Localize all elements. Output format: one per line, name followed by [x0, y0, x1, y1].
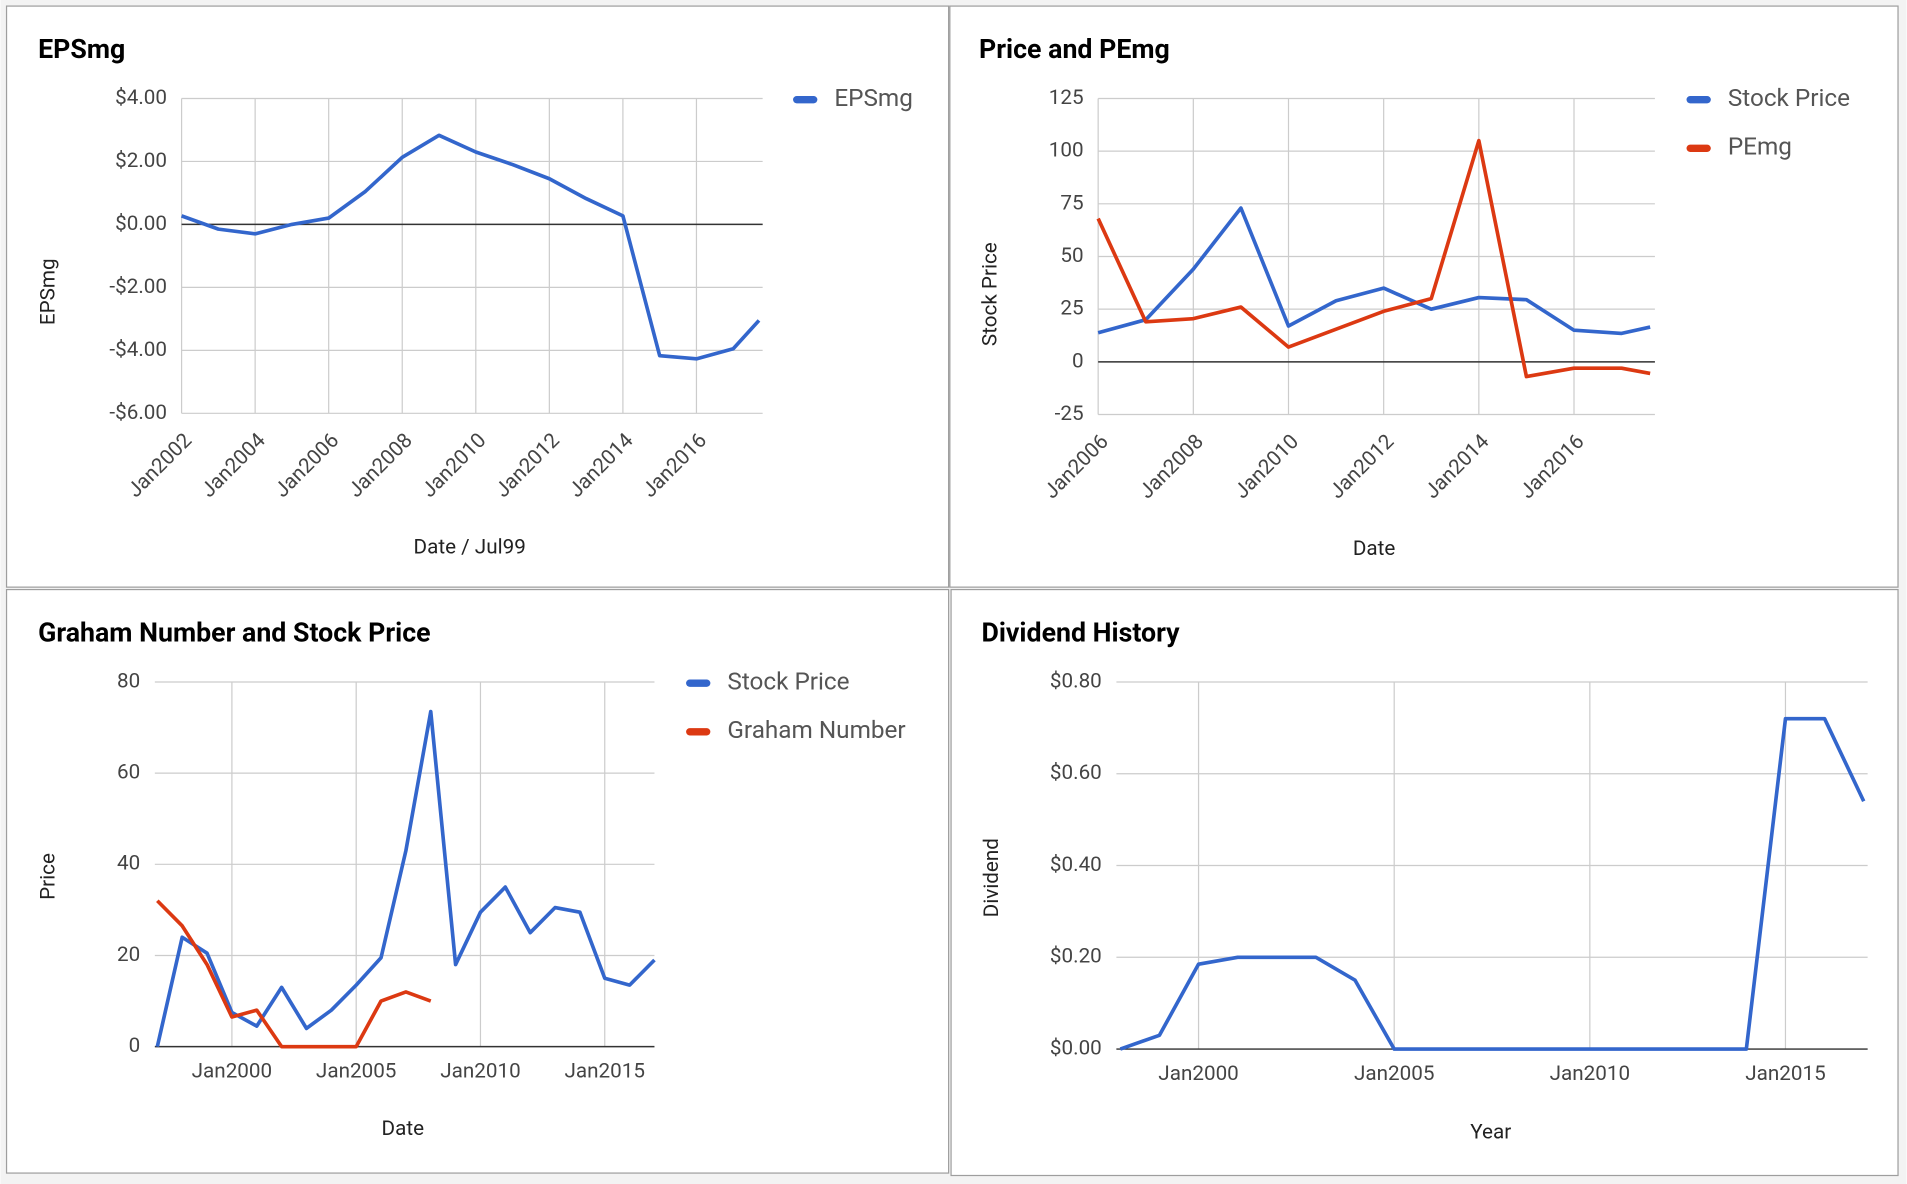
y-tick-label: 0: [129, 1034, 141, 1058]
legend-label: Stock Price: [727, 667, 849, 696]
x-tick-label: Jan2000: [1158, 1062, 1238, 1086]
y-tick-label: 25: [1060, 297, 1083, 321]
legend-label: EPSmg: [834, 83, 913, 112]
x-axis-title: Date / Jul99: [414, 536, 526, 560]
x-tick-label: Jan2005: [316, 1060, 396, 1084]
y-tick-label: -25: [1055, 402, 1084, 426]
x-axis-title: Year: [1470, 1120, 1511, 1144]
y-tick-label: 100: [1049, 139, 1084, 163]
panel: [949, 5, 1899, 588]
y-tick-label: 40: [117, 852, 140, 876]
x-tick-label: Jan2010: [1550, 1062, 1630, 1086]
x-axis-title: Date: [1353, 537, 1396, 561]
y-tick-label: $0.40: [1050, 853, 1102, 877]
legend-label: Graham Number: [727, 715, 905, 744]
y-tick-label: 80: [117, 669, 140, 693]
legend-label: Stock Price: [1728, 83, 1850, 112]
y-tick-label: 50: [1060, 244, 1083, 268]
y-tick-label: -$2.00: [109, 275, 167, 299]
y-tick-label: 60: [117, 761, 140, 785]
y-tick-label: $0.60: [1050, 761, 1102, 785]
series-line: [1097, 206, 1651, 336]
x-tick-label: Jan2000: [192, 1060, 272, 1084]
chart-title: Dividend History: [981, 617, 1180, 649]
chart-title: Graham Number and Stock Price: [38, 617, 430, 649]
chart-title: Price and PEmg: [979, 33, 1170, 65]
x-tick-label: Jan2015: [565, 1060, 645, 1084]
y-tick-label: $0.80: [1050, 669, 1102, 693]
y-tick-label: $4.00: [115, 86, 167, 110]
x-tick-label: Jan2010: [440, 1060, 520, 1084]
chart-title: EPSmg: [38, 33, 125, 65]
y-tick-label: 20: [117, 943, 140, 967]
y-tick-label: -$4.00: [109, 338, 167, 362]
y-tick-label: $0.20: [1050, 945, 1102, 969]
series-line: [180, 133, 761, 361]
y-axis-title: Price: [37, 853, 61, 900]
panel: [950, 588, 1899, 1177]
x-axis-title: Date: [382, 1117, 425, 1141]
series-line: [155, 709, 656, 1048]
y-tick-label: 0: [1072, 349, 1084, 373]
y-tick-label: $2.00: [115, 149, 167, 173]
series-line: [1096, 138, 1651, 379]
series-line: [1119, 716, 1866, 1051]
y-tick-label: $0.00: [1050, 1037, 1102, 1061]
y-axis-title: Stock Price: [979, 242, 1003, 346]
legend-label: PEmg: [1728, 132, 1792, 161]
series-line: [156, 899, 432, 1049]
y-axis-title: Dividend: [980, 838, 1004, 917]
y-tick-label: $0.00: [115, 212, 167, 236]
panel: [5, 588, 950, 1174]
y-tick-label: -$6.00: [109, 401, 167, 425]
y-tick-label: 125: [1049, 86, 1084, 110]
x-tick-label: Jan2005: [1354, 1062, 1434, 1086]
y-tick-label: 75: [1060, 191, 1083, 215]
panel: [5, 5, 950, 588]
y-axis-title: EPSmg: [37, 258, 61, 325]
x-tick-label: Jan2015: [1745, 1062, 1825, 1086]
